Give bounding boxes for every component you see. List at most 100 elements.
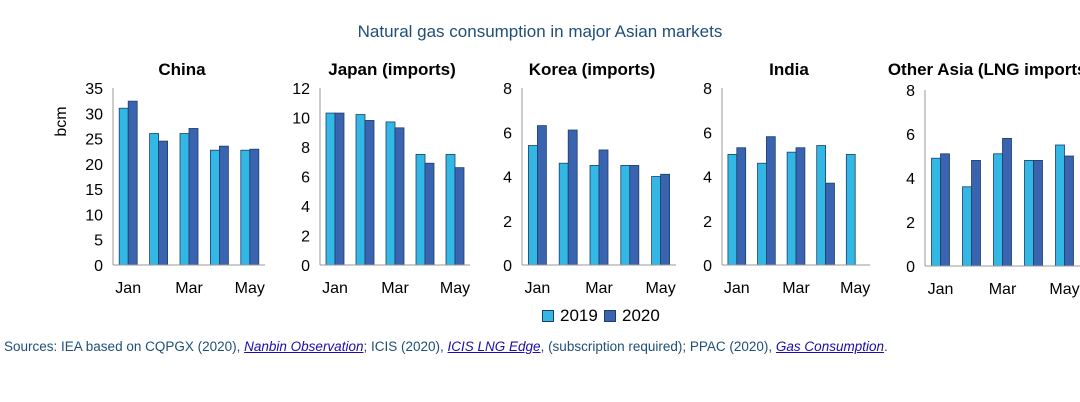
bar-2019-jan (931, 157, 941, 267)
bar-2019-may (651, 176, 661, 266)
sources-mid1: ; ICIS (2020), (363, 339, 448, 354)
y-tick-label: 6 (703, 125, 712, 142)
y-tick-label: 0 (906, 259, 915, 276)
charts-area: China 0 5 10 15 20 25 30 35 bcm Jan Mar May Japan (im… (53, 60, 1080, 298)
x-tick-label: Mar (782, 280, 810, 297)
legend-label-2020: 2020 (622, 306, 660, 325)
legend-label-2019: 2019 (560, 306, 598, 325)
source-link-ppac[interactable]: Gas Consumption (775, 339, 884, 354)
y-tick-label: 4 (906, 171, 915, 188)
x-tick-label: May (235, 280, 265, 297)
bar-2020-mar (598, 149, 609, 266)
legend-item-2020: 2020 (604, 306, 660, 326)
bar-2019-apr (816, 145, 826, 266)
x-tick-label: Jan (115, 280, 141, 297)
bar-2019-apr (209, 149, 220, 266)
bar-2019-mar (589, 165, 600, 266)
legend-item-2019: 2019 (542, 306, 598, 326)
chart-title: Other Asia (LNG imports) (888, 60, 1080, 79)
y-tick-label: 2 (906, 215, 915, 232)
bar-2020-apr (825, 182, 835, 266)
bar-2019-jan (118, 107, 129, 266)
y-tick-label: 4 (301, 199, 310, 216)
y-tick-label: 30 (85, 106, 103, 123)
bar-2019-feb (962, 186, 972, 267)
bar-2020-jan (736, 147, 747, 266)
x-tick-label: May (1049, 281, 1079, 298)
chart-panel-3: India 0 2 4 6 8 Jan Mar May (703, 60, 870, 297)
y-tick-label: 2 (301, 229, 310, 246)
y-tick-label: 12 (292, 81, 310, 98)
bar-2020-feb (567, 129, 578, 266)
y-tick-label: 0 (703, 258, 712, 275)
bar-2020-feb (158, 140, 169, 266)
x-tick-label: May (645, 280, 675, 297)
bar-2019-feb (149, 133, 160, 266)
bar-2019-feb (355, 114, 366, 266)
bar-2020-jan (940, 153, 950, 267)
sources-prefix: Sources: IEA based on CQPGX (2020), (4, 339, 245, 354)
x-tick-label: Jan (322, 280, 348, 297)
legend-swatch-2019 (542, 310, 554, 322)
bar-2020-may (1064, 155, 1074, 267)
bar-2020-apr (424, 162, 435, 266)
bar-2019-jan (325, 112, 336, 266)
x-tick-label: May (840, 280, 870, 297)
bar-2019-mar (385, 121, 396, 266)
bar-2019-feb (757, 162, 767, 266)
x-tick-label: Mar (381, 280, 409, 297)
x-tick-label: Jan (724, 280, 750, 297)
bar-2020-may (454, 167, 465, 266)
source-link-nanbin[interactable]: Nanbin Observation (244, 339, 364, 354)
x-tick-label: Mar (989, 281, 1017, 298)
chart-title: India (769, 60, 809, 79)
y-tick-label: 6 (301, 170, 310, 187)
y-tick-label: 8 (703, 81, 712, 98)
bar-2020-mar (795, 147, 806, 266)
y-tick-label: 15 (85, 182, 103, 199)
bar-2020-apr (629, 165, 640, 266)
chart-panel-1: Japan (imports) 0 2 4 6 8 10 12 Jan Mar May (292, 60, 470, 297)
bar-2020-apr (218, 145, 229, 266)
figure-title: Natural gas consumption in major Asian m… (357, 22, 723, 41)
bar-2020-feb (971, 159, 981, 267)
y-tick-label: 4 (703, 170, 712, 187)
y-tick-label: 0 (94, 258, 103, 275)
y-tick-label: 8 (906, 83, 915, 100)
bar-2019-apr (415, 153, 426, 266)
y-tick-label: 8 (301, 140, 310, 157)
chart-panel-0: China 0 5 10 15 20 25 30 35 bcm Jan Mar May (53, 60, 265, 297)
x-tick-label: May (440, 280, 470, 297)
y-tick-label: 35 (85, 81, 103, 98)
y-tick-label: 0 (503, 258, 512, 275)
bar-2020-mar (188, 128, 199, 266)
bar-2019-mar (786, 151, 797, 266)
bar-2020-apr (1033, 159, 1043, 267)
source-link-icis[interactable]: ICIS LNG Edge (447, 339, 541, 354)
chart-title: Korea (imports) (529, 60, 656, 79)
y-tick-label: 2 (503, 214, 512, 231)
bar-2020-feb (364, 120, 375, 266)
bar-2019-mar (179, 133, 190, 266)
bar-2020-feb (766, 136, 776, 266)
chart-title: Japan (imports) (328, 60, 456, 79)
chart-title: China (158, 60, 206, 79)
y-tick-label: 8 (503, 81, 512, 98)
bar-2019-may (240, 149, 251, 266)
x-tick-label: Mar (585, 280, 613, 297)
bar-2019-may (845, 153, 856, 266)
bar-2019-feb (558, 162, 569, 266)
sources-note: Sources: IEA based on CQPGX (2020), Nanb… (4, 339, 1080, 354)
y-tick-label: 5 (94, 233, 103, 250)
y-tick-label: 6 (906, 127, 915, 144)
y-tick-label: 6 (503, 125, 512, 142)
bar-2019-jan (528, 145, 538, 266)
y-tick-label: 20 (85, 157, 103, 174)
bar-2019-apr (1024, 159, 1034, 267)
sources-suffix: . (883, 339, 888, 354)
y-tick-label: 10 (85, 207, 103, 224)
bar-2020-may (660, 173, 670, 266)
chart-panel-2: Korea (imports) 0 2 4 6 8 Jan Mar May (503, 60, 676, 297)
y-tick-label: 10 (292, 111, 310, 128)
